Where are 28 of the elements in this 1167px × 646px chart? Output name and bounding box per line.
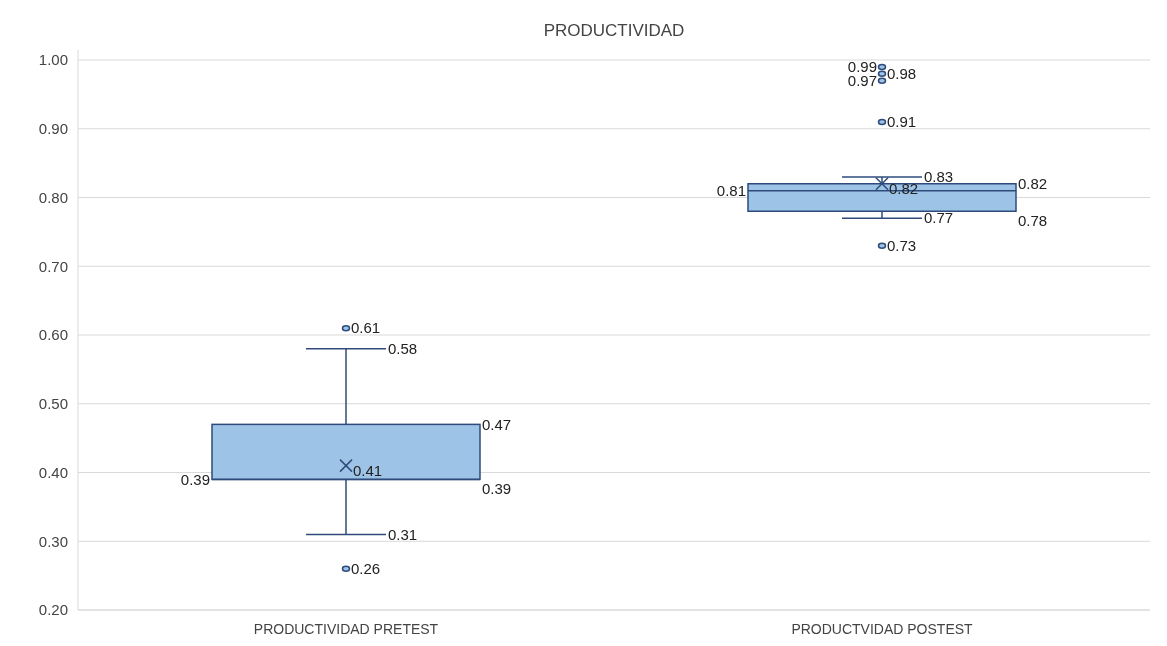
- annotation: 0.91: [887, 113, 917, 131]
- y-tick-label: 0.50: [38, 395, 68, 412]
- chart-title: PRODUCTIVIDAD: [543, 21, 685, 40]
- y-tick-label: 0.40: [38, 463, 68, 481]
- annotation: 0.47: [482, 415, 512, 433]
- annotation: 0.81: [716, 181, 746, 199]
- y-tick-label: 0.60: [38, 326, 68, 344]
- annotation: 0.83: [924, 168, 954, 186]
- annotation: 0.39: [482, 479, 512, 497]
- annotation: 0.73: [887, 236, 917, 254]
- annotation: 0.39: [180, 470, 210, 488]
- annotation: 0.58: [388, 340, 418, 357]
- x-tick-label: PRODUCTIVIDAD PRETEST: [253, 621, 439, 637]
- y-tick-label: 0.80: [38, 188, 68, 206]
- annotation: 0.82: [1018, 175, 1048, 192]
- annotation: 0.77: [924, 209, 954, 227]
- annotation: 0.31: [388, 525, 418, 543]
- annotation: 0.98: [887, 65, 917, 82]
- y-tick-label: 0.90: [38, 120, 68, 137]
- y-tick-label: 0.20: [38, 601, 68, 619]
- x-tick-label: PRODUCTVIDAD POSTEST: [791, 621, 974, 637]
- annotation: 0.41: [353, 461, 383, 479]
- annotation: 0.78: [1018, 211, 1048, 229]
- annotation: 0.61: [351, 319, 381, 337]
- annotation: 0.26: [351, 560, 381, 577]
- y-tick-label: 0.70: [38, 257, 68, 275]
- y-tick-label: 0.30: [38, 532, 68, 550]
- y-tick-label: 1.00: [38, 51, 68, 69]
